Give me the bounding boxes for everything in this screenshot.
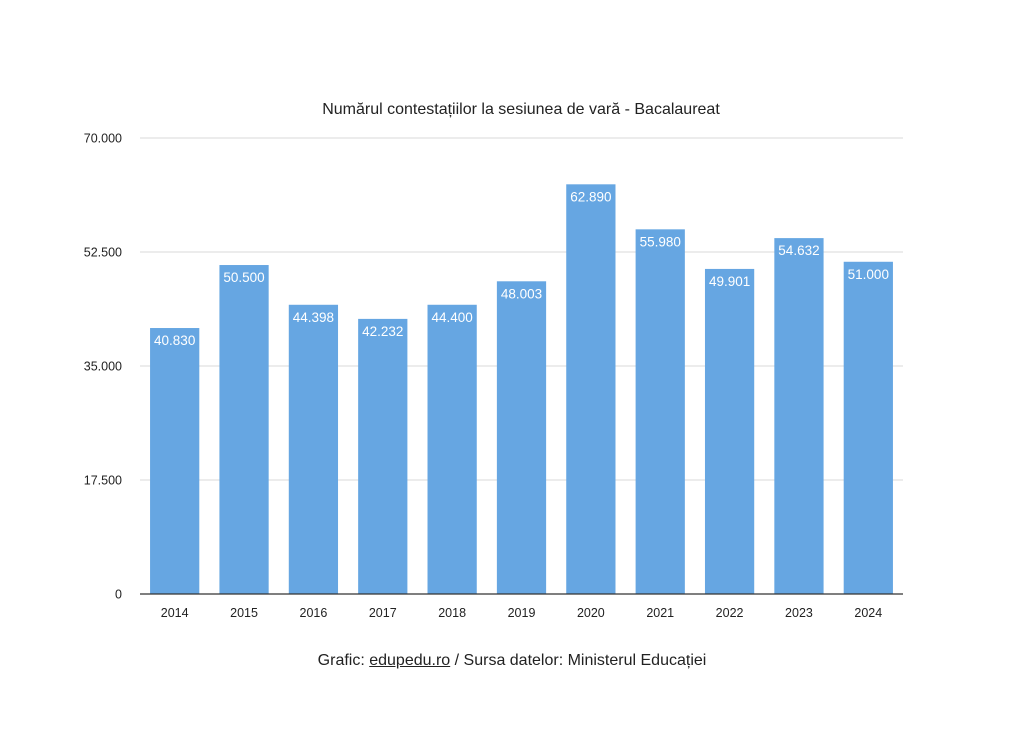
chart-title: Numărul contestațiilor la sesiunea de va… [322, 101, 720, 118]
bar-2024 [843, 261, 893, 594]
chart-footer: Grafic: edupedu.ro / Sursa datelor: Mini… [0, 652, 1024, 670]
data-label-2020: 62.890 [570, 189, 611, 204]
bar-2016 [288, 304, 339, 594]
x-tick-label: 2024 [854, 606, 882, 620]
y-tick-label: 35.000 [84, 360, 122, 374]
data-label-2018: 44.400 [431, 310, 472, 325]
data-label-2014: 40.830 [154, 333, 195, 348]
bar-2023 [774, 238, 824, 594]
bar-2015 [219, 265, 269, 594]
x-tick-label: 2017 [369, 606, 397, 620]
data-label-2021: 55.980 [640, 234, 681, 249]
bar-2020 [566, 184, 616, 594]
data-label-2017: 42.232 [362, 324, 403, 339]
x-tick-label: 2019 [508, 606, 536, 620]
data-label-2023: 54.632 [778, 243, 819, 258]
x-tick-label: 2021 [646, 606, 674, 620]
bar-2021 [635, 229, 685, 594]
x-tick-label: 2016 [300, 606, 328, 620]
data-label-2022: 49.901 [709, 274, 750, 289]
footer-prefix: Grafic: [317, 652, 370, 669]
x-tick-label: 2015 [230, 606, 258, 620]
bar-2022 [704, 268, 755, 594]
x-tick-label: 2023 [785, 606, 813, 620]
data-label-2015: 50.500 [223, 270, 264, 285]
data-label-2016: 44.398 [293, 310, 334, 325]
y-tick-label: 70.000 [84, 132, 122, 146]
data-label-2024: 51.000 [848, 267, 889, 282]
data-labels: 40.830 50.500 44.398 42.232 44.400 48.003 62.8… [154, 189, 889, 348]
data-label-2019: 48.003 [501, 286, 542, 301]
y-axis-ticks: 0 17.500 35.000 52.500 70.000 [84, 132, 122, 602]
x-tick-label: 2022 [716, 606, 744, 620]
bar-2018 [427, 304, 477, 594]
x-tick-label: 2020 [577, 606, 605, 620]
y-tick-label: 0 [115, 588, 122, 602]
bar-2014 [150, 328, 200, 594]
y-tick-label: 52.500 [84, 246, 122, 260]
x-axis-ticks: 2014 2015 2016 2017 2018 2019 2020 2021 2022 2023… [161, 606, 882, 620]
bars [150, 184, 893, 594]
x-tick-label: 2014 [161, 606, 189, 620]
y-tick-label: 17.500 [84, 474, 122, 488]
source-link[interactable]: edupedu.ro [369, 652, 451, 669]
x-tick-label: 2018 [438, 606, 466, 620]
bar-2017 [358, 318, 408, 594]
bar-2019 [496, 281, 547, 594]
footer-suffix: / Sursa datelor: Ministerul Educației [450, 652, 707, 669]
